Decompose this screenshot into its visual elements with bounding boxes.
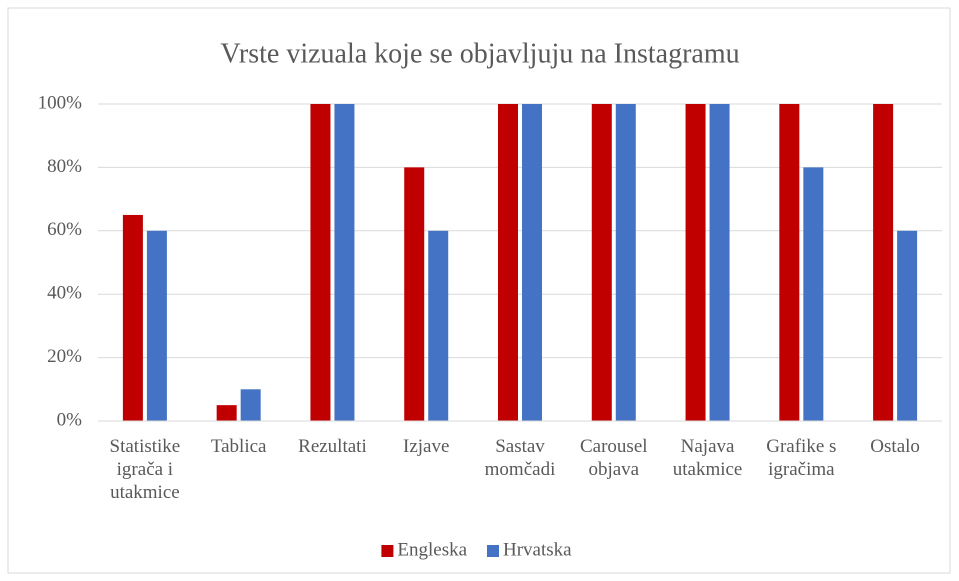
bar bbox=[334, 104, 355, 421]
legend-label: Hrvatska bbox=[503, 539, 572, 560]
y-tick-label: 60% bbox=[47, 219, 82, 240]
legend-swatch bbox=[381, 545, 394, 557]
bar bbox=[522, 104, 542, 421]
x-tick-label: Tablica bbox=[211, 436, 267, 457]
bar bbox=[428, 230, 449, 421]
bar bbox=[310, 104, 331, 421]
y-tick-label: 80% bbox=[47, 156, 82, 177]
y-tick-label: 40% bbox=[47, 283, 82, 304]
x-tick-label: Grafike s igračima bbox=[766, 436, 836, 480]
x-tick-label: Sastav momčadi bbox=[485, 436, 556, 480]
y-tick-label: 100% bbox=[38, 92, 83, 113]
bar bbox=[615, 104, 636, 421]
bar bbox=[404, 167, 425, 421]
y-tick-label: 20% bbox=[47, 346, 82, 367]
bar bbox=[803, 167, 824, 421]
bar bbox=[240, 389, 261, 421]
bar bbox=[498, 104, 518, 421]
x-tick-label: Rezultati bbox=[298, 436, 367, 457]
bar bbox=[873, 104, 894, 421]
legend-label: Engleska bbox=[397, 539, 467, 560]
x-tick-label: Najava utakmice bbox=[673, 436, 743, 480]
x-tick-label: Izjave bbox=[403, 436, 449, 457]
bar bbox=[122, 214, 143, 421]
x-tick-label: Statistike igrača i utakmice bbox=[110, 436, 181, 503]
bar bbox=[216, 405, 237, 421]
y-tick-label: 0% bbox=[57, 409, 83, 430]
bar bbox=[685, 104, 706, 421]
legend-swatch bbox=[487, 545, 499, 557]
x-tick-label: Ostalo bbox=[870, 436, 920, 457]
bar bbox=[779, 104, 800, 421]
bar bbox=[709, 104, 730, 421]
x-tick-label: Carousel objava bbox=[580, 436, 648, 480]
chart-title: Vrste vizuala koje se objavljuju na Inst… bbox=[220, 38, 739, 69]
bar bbox=[591, 104, 612, 421]
bar bbox=[897, 230, 918, 421]
bar bbox=[146, 230, 167, 421]
